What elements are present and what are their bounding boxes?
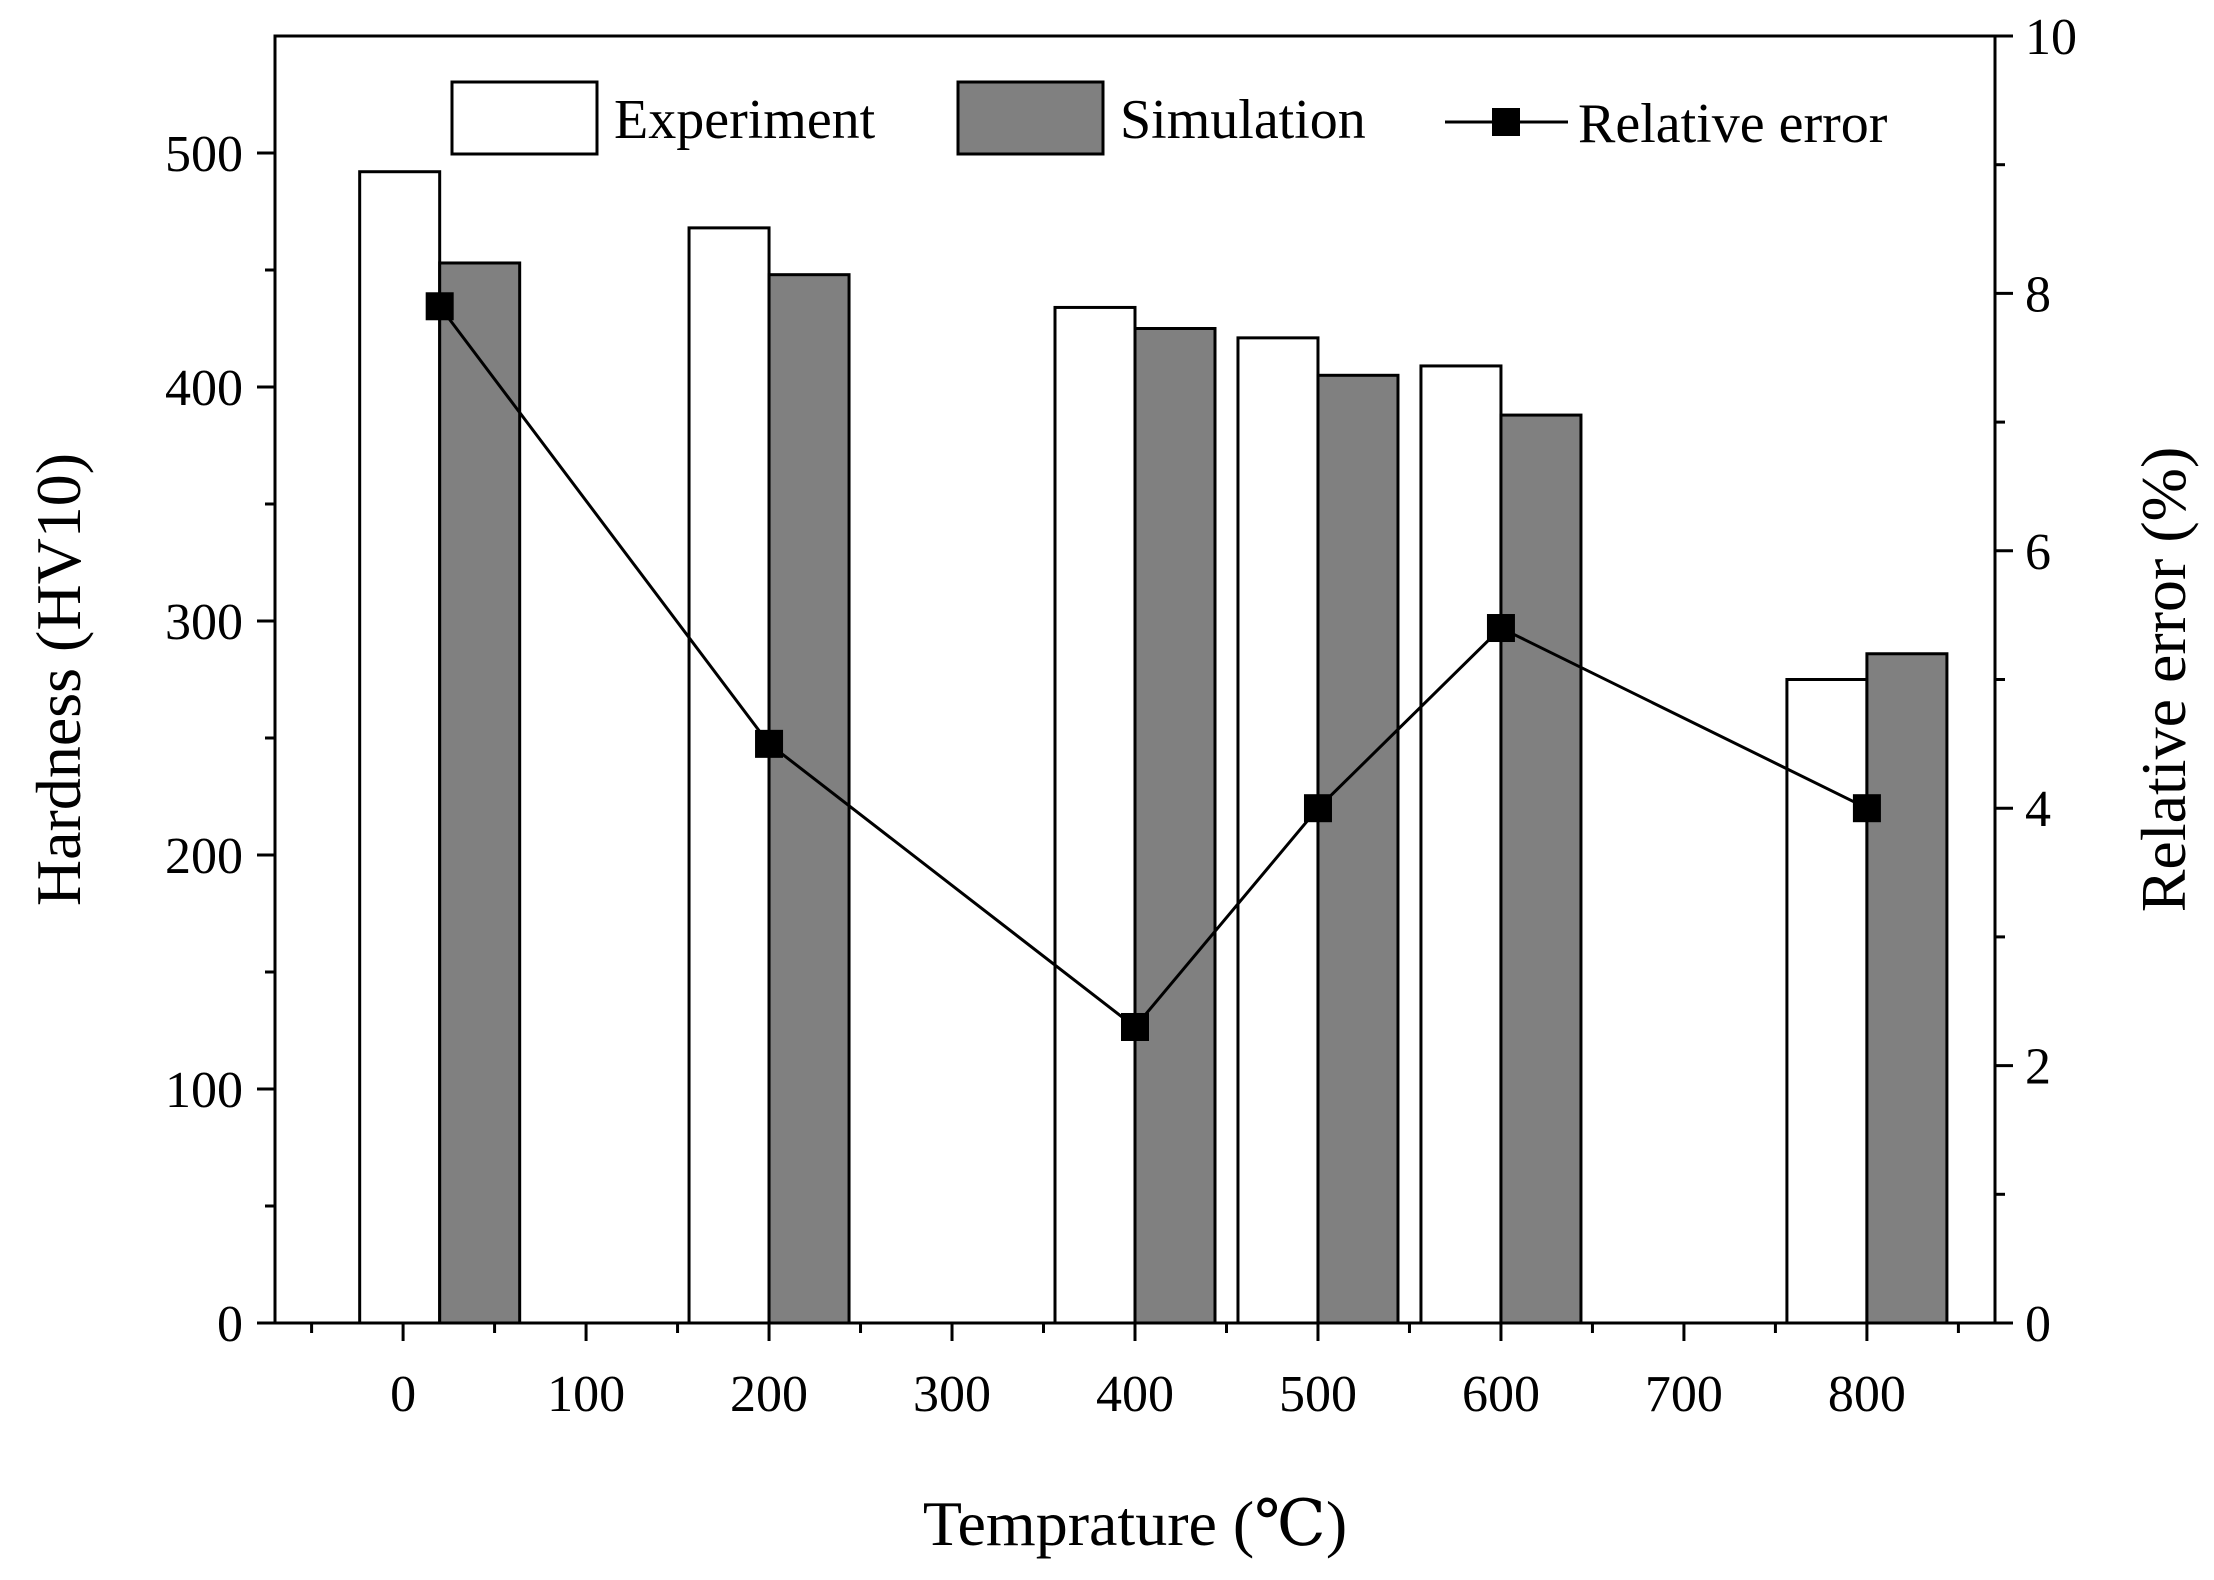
legend: Experiment Simulation Relative error [450, 80, 1888, 156]
y-tick-label: 0 [217, 1296, 243, 1353]
relative-error-point-3 [1303, 794, 1332, 823]
relative-error-point-2 [1121, 1012, 1149, 1041]
relative-error-line [438, 305, 1868, 1030]
bar-experiment-3 [1236, 336, 1320, 1325]
y-tick-label: 300 [165, 594, 243, 651]
legend-swatch-experiment [450, 80, 599, 156]
y-axis-title: Hardness (HV10) [23, 453, 94, 906]
bar-simulation-1 [767, 273, 851, 1325]
x-tick-label: 800 [1828, 1366, 1906, 1423]
line-layer [425, 292, 1881, 1041]
x-tick-label: 0 [390, 1366, 416, 1423]
relative-error-point-1 [755, 729, 784, 758]
bars-layer [358, 170, 1949, 1325]
y2-tick-label: 2 [2025, 1039, 2051, 1096]
y2-tick-label: 0 [2025, 1296, 2051, 1353]
y-tick-label: 100 [165, 1062, 243, 1119]
bar-experiment-0 [358, 170, 442, 1325]
relative-error-point-4 [1486, 614, 1515, 643]
legend-marker-relative-error [1492, 108, 1520, 136]
y-tick-label: 400 [165, 360, 243, 417]
x-axis-title: Temprature (℃) [923, 1488, 1347, 1559]
y2-tick-label: 4 [2025, 781, 2051, 838]
bar-simulation-5 [1865, 652, 1949, 1325]
x-tick-label: 100 [547, 1366, 625, 1423]
legend-label-relative-error: Relative error [1578, 93, 1888, 155]
x-tick-label: 500 [1279, 1366, 1357, 1423]
legend-label-experiment: Experiment [614, 89, 876, 151]
bar-simulation-3 [1316, 373, 1400, 1325]
legend-label-simulation: Simulation [1120, 89, 1366, 151]
x-tick-label: 300 [913, 1366, 991, 1423]
relative-error-point-0 [425, 292, 454, 321]
relative-error-point-5 [1852, 794, 1881, 823]
bar-experiment-4 [1419, 364, 1503, 1325]
x-tick-label: 700 [1645, 1366, 1723, 1423]
y2-axis-title: Relative error (%) [2128, 447, 2199, 913]
y2-tick-label: 8 [2025, 266, 2051, 323]
y-tick-label: 500 [165, 126, 243, 183]
x-tick-label: 200 [730, 1366, 808, 1423]
bar-experiment-5 [1785, 678, 1869, 1325]
x-tick-label: 600 [1462, 1366, 1540, 1423]
y2-tick-label: 6 [2025, 524, 2051, 581]
bar-simulation-4 [1499, 413, 1583, 1325]
legend-swatch-simulation [956, 80, 1105, 156]
y2-tick-label: 10 [2025, 9, 2077, 66]
bar-experiment-1 [687, 226, 771, 1325]
bar-simulation-2 [1133, 327, 1217, 1325]
bar-simulation-0 [438, 261, 522, 1325]
x-tick-label: 400 [1096, 1366, 1174, 1423]
y-tick-label: 200 [165, 828, 243, 885]
bar-experiment-2 [1053, 305, 1137, 1325]
